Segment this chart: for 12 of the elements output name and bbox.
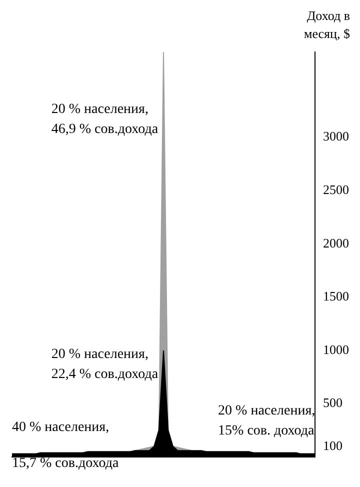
annotation: 20 % населения, 22,4 % сов.дохода bbox=[51, 346, 159, 382]
y-tick-label: 500 bbox=[323, 395, 342, 410]
y-tick-label: 2000 bbox=[323, 235, 349, 250]
y-tick-label: 100 bbox=[323, 438, 342, 453]
annotation: 20 % населения, 46,9 % сов.дохода bbox=[51, 102, 159, 137]
y-tick-label: 3000 bbox=[323, 128, 349, 144]
y-tick-label: 1000 bbox=[323, 342, 349, 357]
y-tick-label: 1500 bbox=[323, 288, 349, 304]
annotation: 20 % населения, 15% сов. дохода bbox=[218, 403, 316, 438]
text: 40 % населения, 15,7 % сов.дохода bbox=[12, 420, 119, 471]
y-tick-label: 2500 bbox=[323, 182, 349, 197]
y-axis-title: Доход в месяц, $ bbox=[304, 8, 350, 41]
